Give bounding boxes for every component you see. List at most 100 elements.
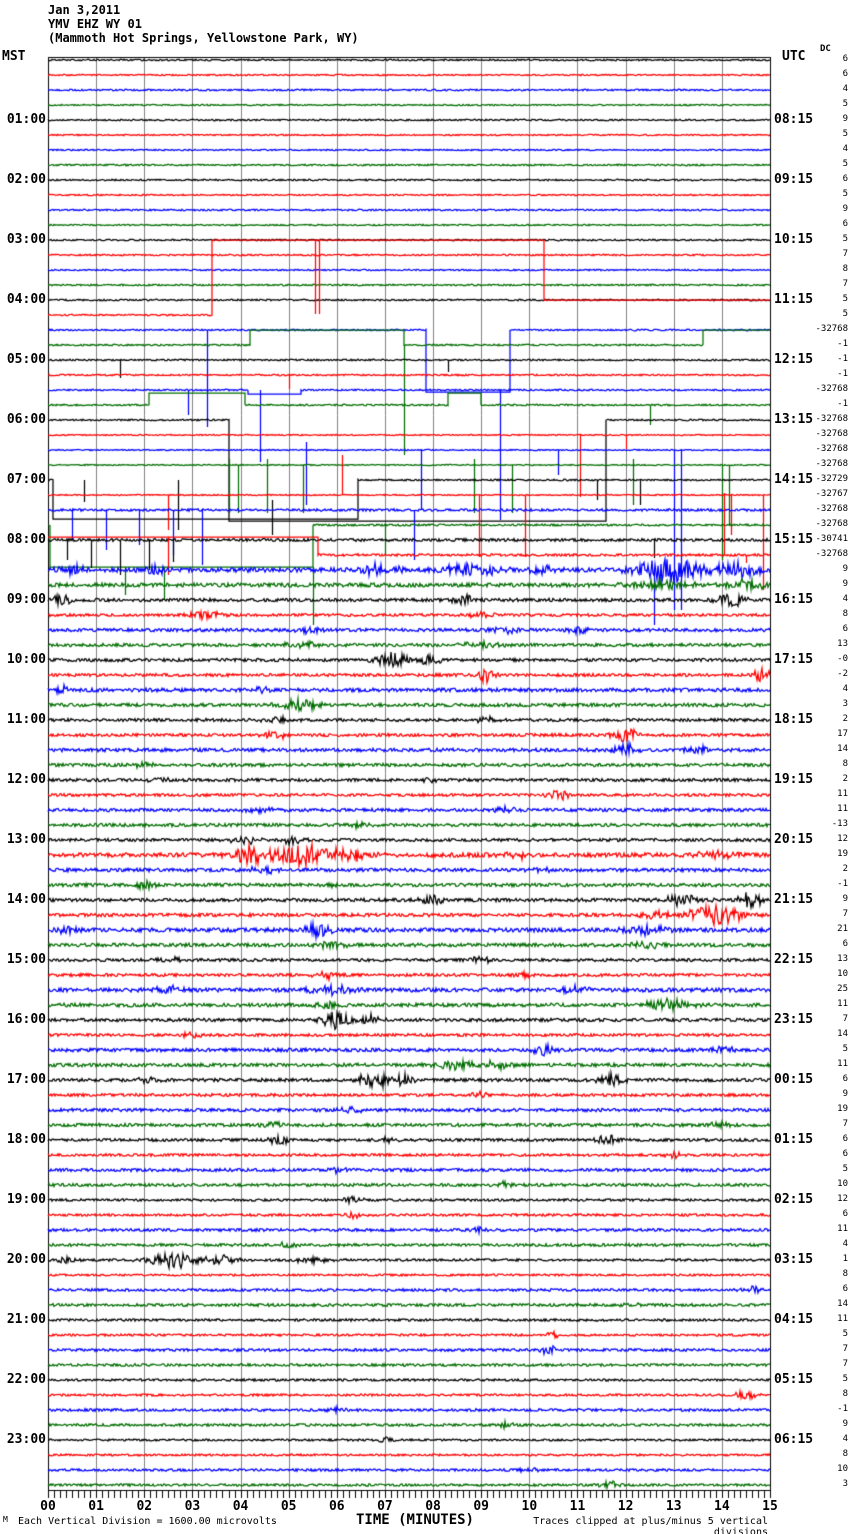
header-location: (Mammoth Hot Springs, Yellowstone Park, … [48,31,359,45]
dc-offset-value: -1 [837,354,848,364]
dc-offset-value: 7 [842,279,848,289]
x-axis-tick-label: 05 [280,1499,297,1514]
x-axis-tick-label: 01 [88,1499,104,1514]
dc-offset-value: 5 [842,1164,848,1174]
x-axis-tick-label: 15 [762,1499,778,1514]
x-axis-tick-label: 10 [521,1499,538,1514]
utc-hour-label: 18:15 [774,712,814,727]
dc-offset-value: 9 [842,114,848,124]
dc-offset-value: -0 [837,654,848,664]
x-axis-tick-label: 00 [40,1499,56,1514]
dc-offset-value: 19 [837,1104,848,1114]
x-axis-tick-label: 02 [136,1499,153,1514]
x-axis-tick-label: 07 [377,1499,393,1514]
dc-offset-value: 4 [842,144,848,154]
dc-offset-value: 11 [837,1314,848,1324]
dc-offset-value: 5 [842,1329,848,1339]
x-axis-tick-label: 08 [425,1499,441,1514]
utc-hour-label: 13:15 [774,412,814,427]
dc-offset-value: 14 [837,744,848,754]
dc-offset-value: 4 [842,1434,848,1444]
mst-hour-label: 04:00 [6,292,46,307]
dc-offset-value: -32768 [815,459,848,469]
dc-offset-value: 9 [842,564,848,574]
dc-offset-value: 14 [837,1299,848,1309]
mst-hour-label: 01:00 [6,112,46,127]
dc-offset-value: -1 [837,339,848,349]
dc-offset-value: 6 [842,1209,848,1219]
dc-offset-value: 4 [842,594,848,604]
mst-hour-label: 13:00 [6,832,46,847]
dc-offset-value: 11 [837,1059,848,1069]
dc-offset-value: -13 [831,819,848,829]
dc-offset-value: 8 [842,1389,848,1399]
mst-hour-label: 14:00 [6,892,46,907]
dc-offset-value: 13 [837,954,848,964]
dc-offset-value: 11 [837,999,848,1009]
dc-offset-value: -1 [837,399,848,409]
dc-offset-value: 25 [837,984,848,994]
dc-offset-value: 9 [842,1419,848,1429]
dc-offset-value: 12 [837,834,848,844]
dc-offset-value: -32729 [815,474,848,484]
utc-hour-label: 08:15 [774,112,814,127]
utc-hour-label: 21:15 [774,892,814,907]
mst-hour-label: 03:00 [6,232,46,247]
utc-hour-label: 11:15 [774,292,814,307]
dc-offset-value: 17 [837,729,848,739]
mst-hour-label: 23:00 [6,1432,46,1447]
mst-hour-label: 17:00 [6,1072,46,1087]
dc-offset-value: 8 [842,759,848,769]
dc-offset-value: 8 [842,1449,848,1459]
utc-hour-label: 12:15 [774,352,814,367]
utc-hour-label: 22:15 [774,952,814,967]
x-axis-tick-label: 04 [232,1499,249,1514]
dc-offset-value: 8 [842,609,848,619]
dc-offset-value: 6 [842,69,848,79]
dc-offset-value: 11 [837,789,848,799]
dc-offset-value: 12 [837,1194,848,1204]
utc-hour-label: 10:15 [774,232,814,247]
left-timezone-label: MST [2,49,26,64]
dc-offset-value: 1 [842,1254,848,1264]
dc-offset-value: 4 [842,1239,848,1249]
dc-offset-value: 19 [837,849,848,859]
utc-hour-label: 09:15 [774,172,814,187]
dc-offset-value: 6 [842,174,848,184]
utc-hour-label: 01:15 [774,1132,814,1147]
x-axis-tick-label: 11 [569,1499,586,1514]
dc-offset-value: 6 [842,1074,848,1084]
dc-offset-value: 9 [842,894,848,904]
utc-hour-label: 02:15 [774,1192,814,1207]
dc-offset-value: 10 [837,969,848,979]
right-timezone-label: UTC [782,49,806,64]
dc-offset-value: -1 [837,1404,848,1414]
dc-offset-value: 6 [842,624,848,634]
header-station: YMV EHZ WY 01 [48,17,142,31]
dc-offset-value: 6 [842,219,848,229]
utc-hour-label: 14:15 [774,472,814,487]
dc-offset-value: -32768 [815,384,848,394]
dc-offset-value: 5 [842,1374,848,1384]
mst-hour-label: 09:00 [6,592,46,607]
dc-offset-value: 2 [842,714,848,724]
utc-hour-label: 15:15 [774,532,814,547]
dc-offset-value: 5 [842,309,848,319]
utc-hour-label: 00:15 [774,1072,814,1087]
dc-offset-value: 6 [842,1149,848,1159]
dc-offset-value: 5 [842,294,848,304]
dc-offset-value: -30741 [815,534,848,544]
dc-offset-value: 3 [842,1479,848,1489]
mst-hour-label: 20:00 [6,1252,46,1267]
watermark: M [3,1515,8,1524]
dc-offset-value: -32768 [815,444,848,454]
utc-hour-label: 17:15 [774,652,814,667]
dc-offset-value: -32767 [815,489,848,499]
dc-offset-value: -32768 [815,414,848,424]
mst-hour-label: 02:00 [6,172,46,187]
dc-offset-value: -32768 [815,549,848,559]
dc-offset-value: 5 [842,129,848,139]
utc-hour-label: 20:15 [774,832,814,847]
mst-hour-label: 19:00 [6,1192,46,1207]
